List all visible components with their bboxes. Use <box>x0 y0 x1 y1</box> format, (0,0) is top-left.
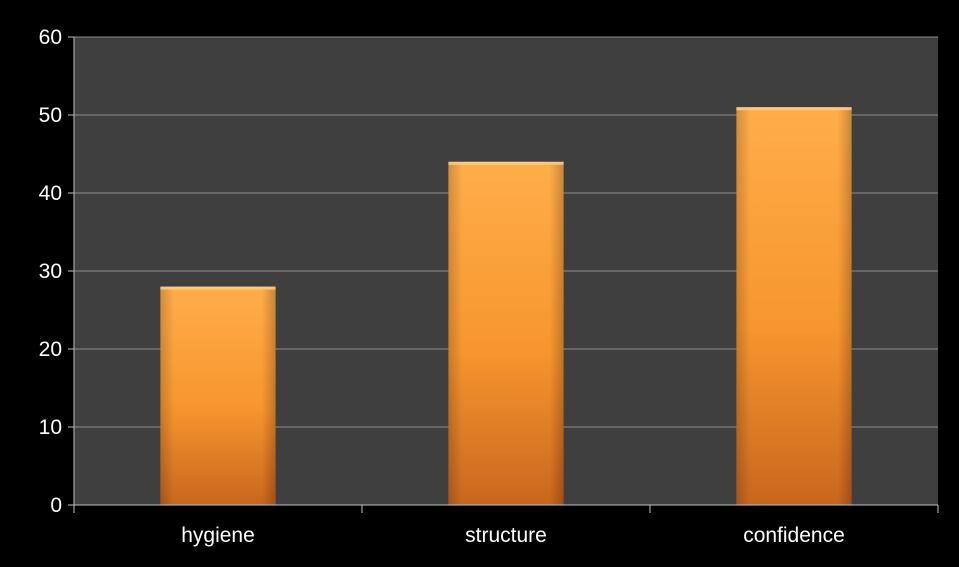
bar-confidence <box>736 107 852 505</box>
bar-top-highlight <box>160 286 276 290</box>
bar-hygiene <box>160 286 276 505</box>
y-tick-label: 40 <box>39 182 62 205</box>
y-tick-label: 10 <box>39 416 62 439</box>
axes <box>68 36 939 513</box>
y-tick-label: 20 <box>39 338 62 361</box>
bar-shading <box>448 161 564 506</box>
y-tick-label: 60 <box>39 26 62 49</box>
y-tick-label: 0 <box>50 494 62 517</box>
x-tick-label: confidence <box>743 524 845 547</box>
bar-shading <box>160 286 276 505</box>
bar-top-highlight <box>736 107 852 111</box>
y-tick-label: 30 <box>39 260 62 283</box>
bar-shading <box>736 107 852 505</box>
bar-structure <box>448 161 564 506</box>
bar-top-highlight <box>448 161 564 165</box>
axis-labels: 0 10 20 30 40 50 60 hygiene structure confidence <box>39 26 845 547</box>
y-tick-label: 50 <box>39 104 62 127</box>
bars <box>160 107 852 506</box>
x-tick-label: structure <box>465 524 547 547</box>
x-tick-label: hygiene <box>181 524 255 547</box>
